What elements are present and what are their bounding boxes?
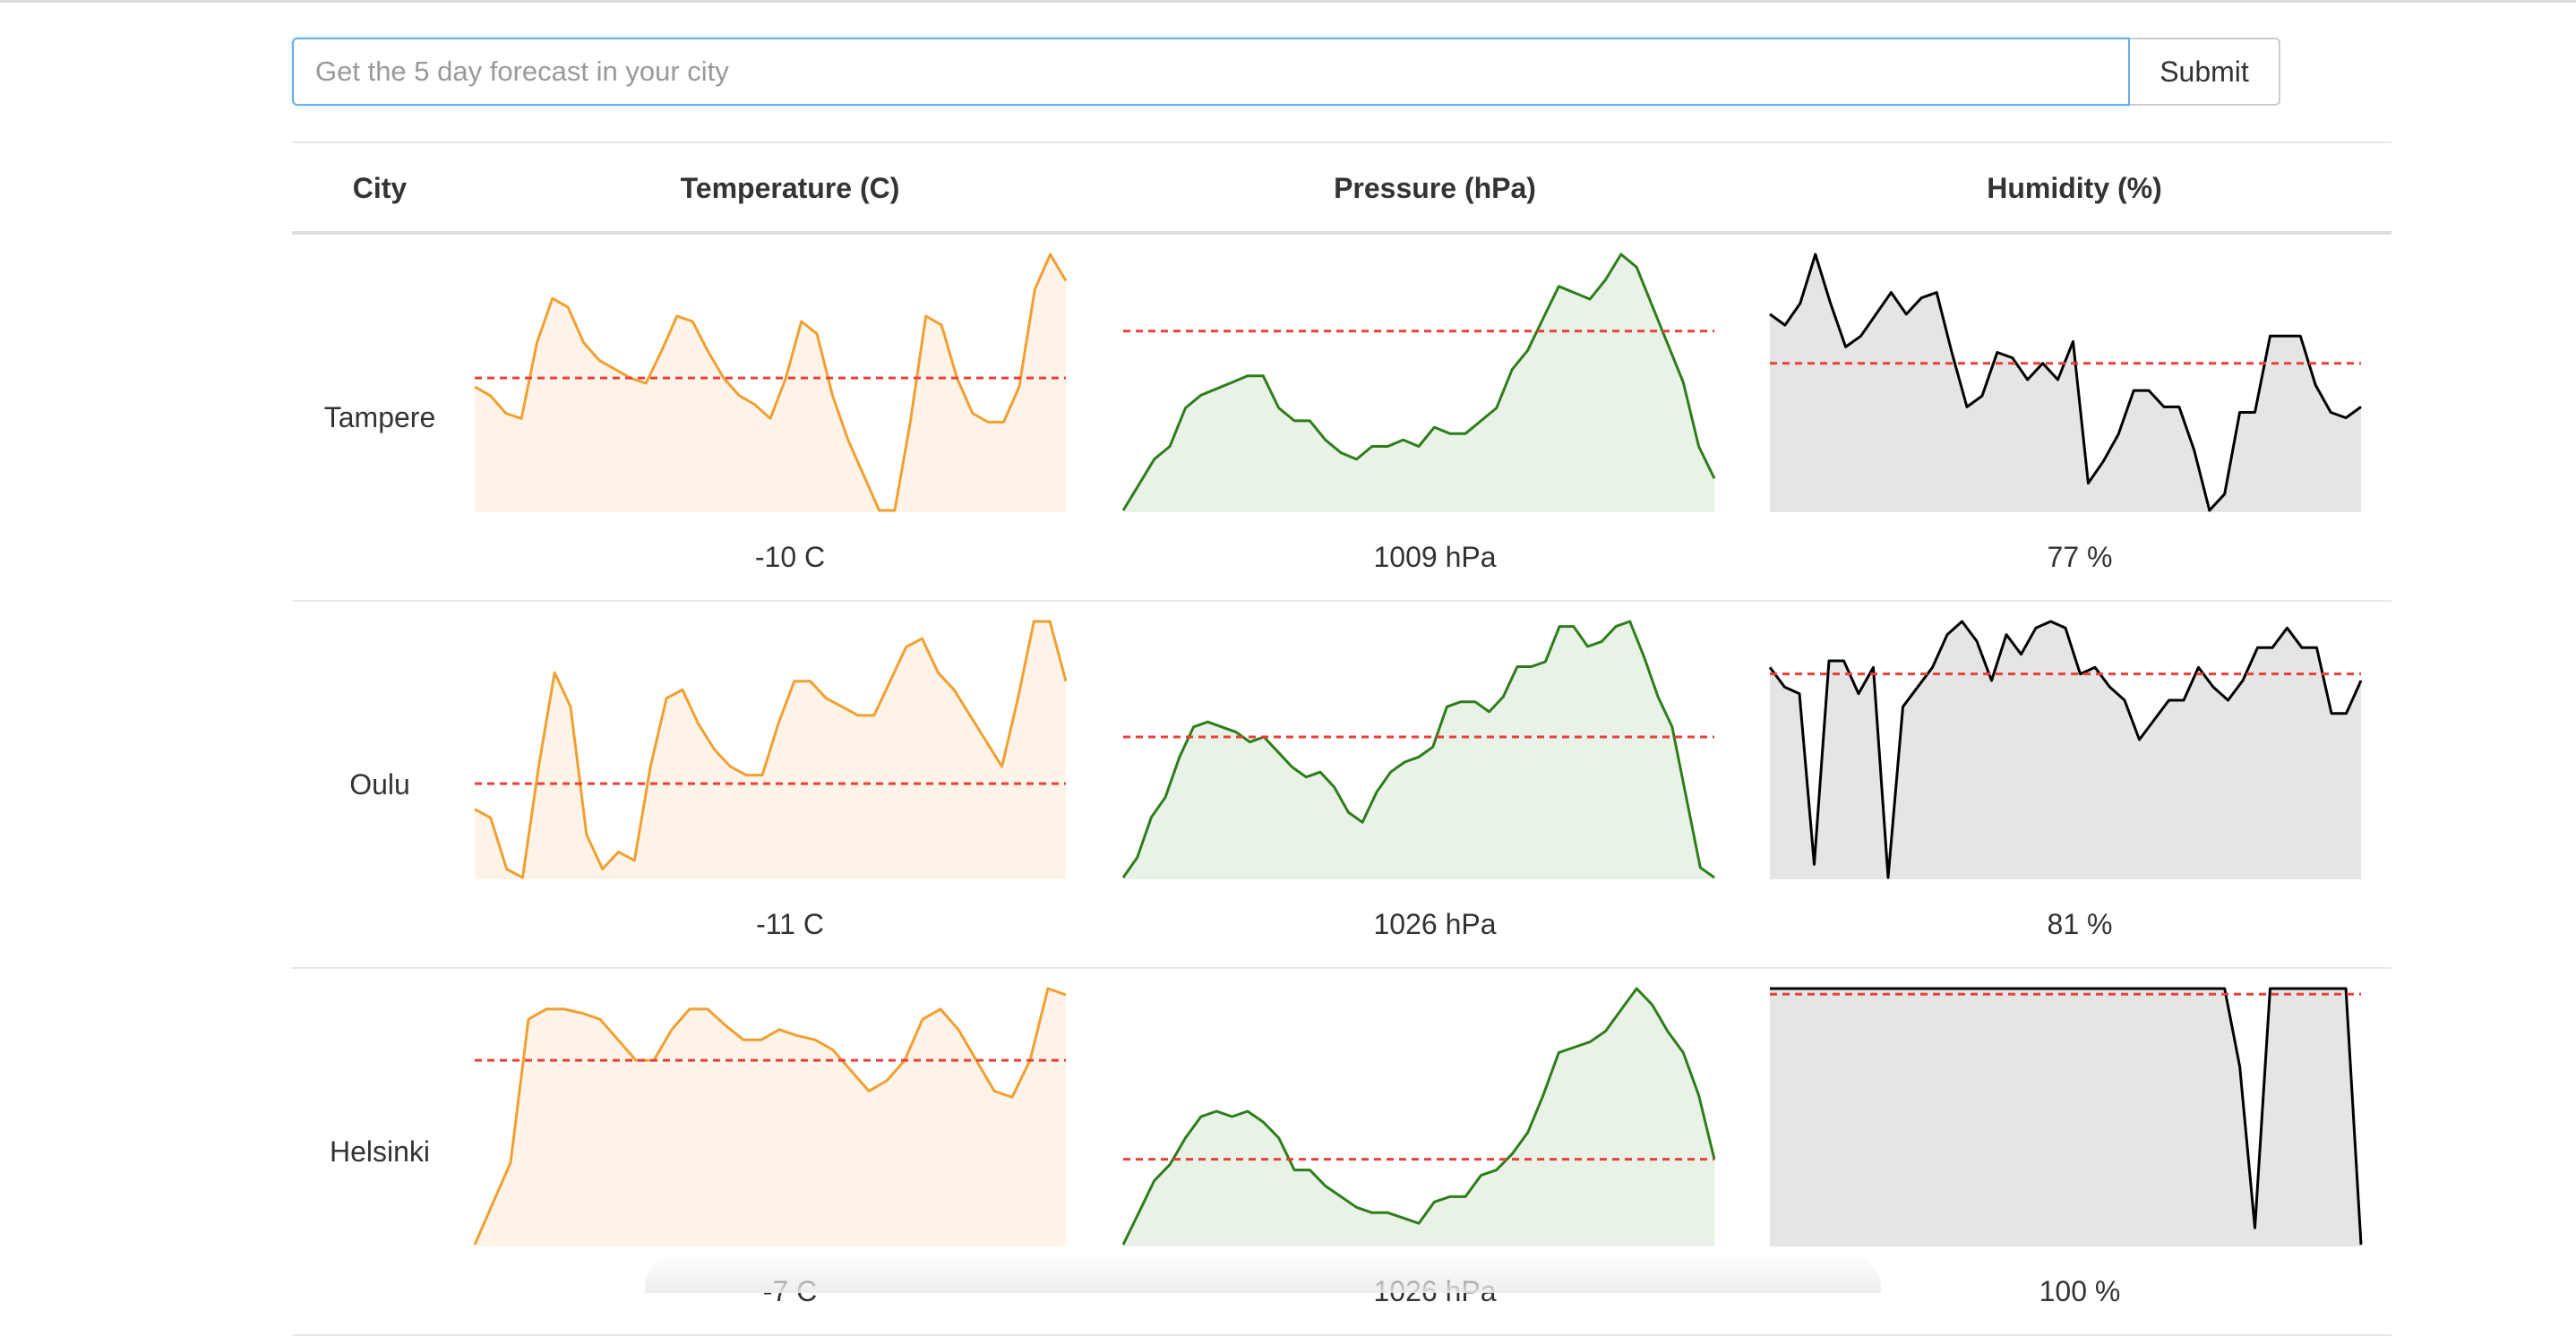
temperature-value: -10 C xyxy=(754,541,826,573)
city-name: Helsinki xyxy=(329,1135,431,1168)
sparkline-area xyxy=(1123,254,1714,512)
pressure-value: 1026 hPa xyxy=(1373,1275,1497,1307)
humidity-value: 81 % xyxy=(2047,908,2113,940)
search-form: Submit xyxy=(292,38,2280,106)
humidity-column-header: Humidity (%) xyxy=(1987,172,2162,204)
pressure-sparkline xyxy=(1121,253,1716,512)
sparkline-line xyxy=(474,253,1068,512)
temperature-sparkline xyxy=(474,620,1068,879)
city-name: Tampere xyxy=(323,401,436,433)
humidity-value: 100 % xyxy=(2039,1275,2121,1307)
city-row-oulu: Oulu -11 C 1026 hPa 81 % xyxy=(292,602,2391,969)
sparkline-line xyxy=(1121,620,1715,879)
top-divider xyxy=(0,0,2576,3)
sparkline-area xyxy=(1770,989,2361,1246)
temperature-column-header: Temperature (C) xyxy=(680,172,900,204)
sparkline-line xyxy=(1770,987,2363,1246)
table-header-row: City Temperature (C) Pressure (hPa) Humi… xyxy=(292,141,2391,235)
humidity-sparkline xyxy=(1768,620,2363,879)
sparkline-area xyxy=(1770,621,2361,879)
humidity-sparkline xyxy=(1770,987,2363,1246)
city-row-tampere: Tampere -10 C 1009 hPa 77 % xyxy=(292,235,2391,602)
sparkline-line xyxy=(1769,253,2362,512)
sparkline-area xyxy=(475,254,1066,512)
temperature-sparkline xyxy=(474,253,1068,512)
sparkline-area xyxy=(1770,254,2361,512)
sparkline-area xyxy=(1123,621,1714,879)
sparkline-area xyxy=(1123,989,1714,1246)
submit-button[interactable]: Submit xyxy=(2130,38,2280,106)
humidity-sparkline xyxy=(1769,253,2362,512)
humidity-value: 77 % xyxy=(2047,541,2113,573)
pressure-sparkline xyxy=(1121,987,1716,1246)
city-row-helsinki: Helsinki -7 C 1026 hPa 100 % xyxy=(292,969,2391,1336)
pressure-sparkline xyxy=(1121,620,1715,879)
pressure-value: 1026 hPa xyxy=(1373,908,1497,940)
sparkline-line xyxy=(1121,987,1716,1246)
temperature-value: -7 C xyxy=(762,1275,818,1307)
city-search-input[interactable] xyxy=(292,38,2130,106)
sparkline-line xyxy=(474,620,1068,879)
pressure-column-header: Pressure (hPa) xyxy=(1334,172,1536,204)
sparkline-line xyxy=(473,987,1067,1246)
city-name: Oulu xyxy=(349,768,410,801)
temperature-sparkline xyxy=(473,987,1067,1246)
pressure-value: 1009 hPa xyxy=(1373,541,1497,573)
city-column-header: City xyxy=(352,172,408,204)
forecast-table: City Temperature (C) Pressure (hPa) Humi… xyxy=(292,141,2391,1336)
sparkline-line xyxy=(1121,253,1716,511)
temperature-value: -11 C xyxy=(756,908,824,940)
sparkline-line xyxy=(1768,620,2363,879)
sparkline-area xyxy=(475,989,1066,1246)
